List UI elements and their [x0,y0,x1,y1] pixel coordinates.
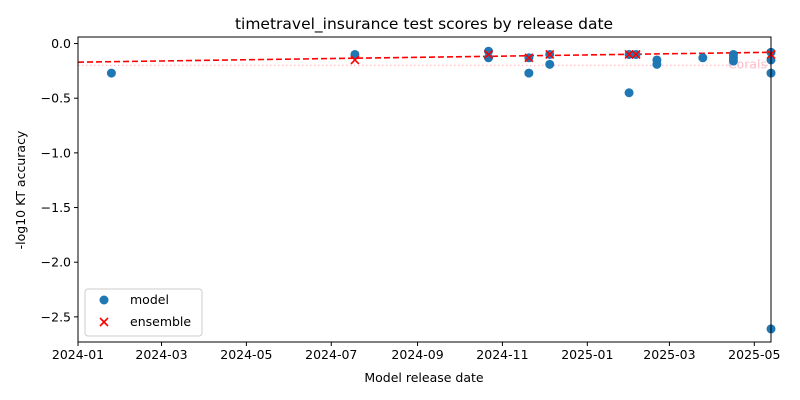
y-tick-label: −1.5 [41,200,71,215]
x-tick-label: 2025-01 [561,347,613,362]
ensemble-point [631,49,641,60]
y-tick-label: −1.0 [41,145,71,160]
model-point [484,46,494,56]
y-axis-label: -log10 KT accuracy [13,130,28,249]
y-tick-label: −0.5 [41,91,71,106]
model-point [624,88,634,98]
chart-title: timetravel_insurance test scores by rele… [235,15,613,34]
y-tick-label: −2.0 [41,255,71,270]
legend-model-marker [99,295,109,305]
legend-ensemble-label: ensemble [130,314,191,329]
ensemble-point [350,55,360,65]
legend-ensemble-marker [99,317,109,327]
model-point [524,68,534,78]
ensemble-point [545,49,555,60]
legend: model ensemble [84,288,203,337]
model-point [106,68,116,78]
x-tick-label: 2025-05 [728,347,780,362]
legend-box [84,288,203,337]
trend-line [77,51,772,63]
model-point [698,53,708,63]
reference-line-layer: Corals [78,56,771,71]
x-tick-label: 2024-09 [391,347,443,362]
x-tick-label: 2024-07 [305,347,357,362]
model-point [728,56,738,66]
y-axis: 0.0 −0.5 −1.0 −1.5 −2.0 −2.5 [41,36,78,324]
ensemble-point [624,49,634,60]
trend-line-layer [77,51,772,63]
x-tick-label: 2024-03 [135,347,187,362]
ensemble-point [524,53,534,63]
plot-area: Corals [77,36,776,343]
x-tick-label: 2024-05 [220,347,272,362]
model-point [545,59,555,69]
y-tick-label: −2.5 [41,309,71,324]
x-tick-label: 2024-01 [52,347,104,362]
x-axis-label: Model release date [364,370,484,385]
plot-frame [77,36,772,343]
ensemble-point [483,49,494,60]
points-layer [106,46,776,334]
x-axis: 2024-01 2024-03 2024-05 2024-07 2024-09 2024-… [52,342,780,362]
x-tick-label: 2025-03 [643,347,695,362]
legend-model-label: model [130,292,169,307]
x-tick-label: 2024-11 [476,347,528,362]
model-point [484,53,494,63]
y-tick-label: 0.0 [51,36,71,51]
model-point [652,59,662,69]
